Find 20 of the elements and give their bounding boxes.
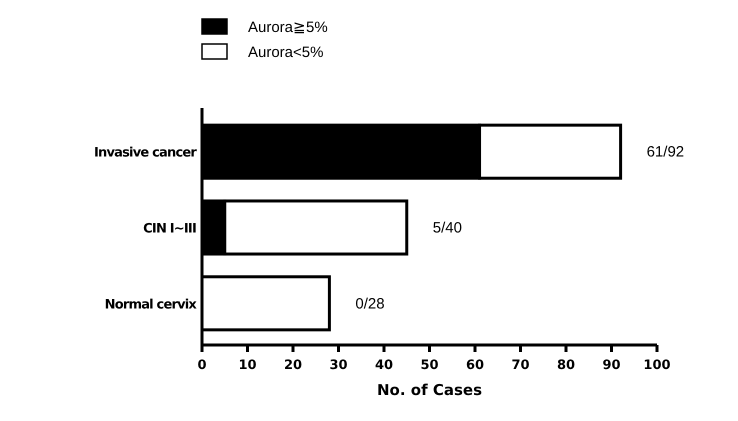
x-tick-label: 90 xyxy=(602,358,621,373)
legend-label: Aurora<5% xyxy=(248,44,324,61)
x-tick-label: 50 xyxy=(420,358,439,373)
x-axis-title: No. of Cases xyxy=(377,381,482,399)
x-tick-label: 100 xyxy=(643,358,671,373)
x-tick-label: 40 xyxy=(374,358,394,373)
x-tick-label: 60 xyxy=(466,358,484,373)
total-label: 5/40 xyxy=(432,220,462,236)
total-label: 61/92 xyxy=(646,144,684,161)
x-tick-label: 80 xyxy=(556,358,576,373)
x-tick-label: 30 xyxy=(329,358,348,373)
legend-label: Aurora≧5% xyxy=(248,19,328,36)
y-tick-label: Invasive cancer xyxy=(94,146,198,161)
x-tick-label: 20 xyxy=(284,358,302,373)
x-tick-label: 10 xyxy=(238,358,257,373)
total-label: 0/28 xyxy=(355,295,385,312)
x-tick-label: 0 xyxy=(197,358,207,373)
y-tick-label: Normal cervix xyxy=(104,297,198,312)
y-tick-label: CIN I~III xyxy=(143,222,196,236)
x-tick-label: 70 xyxy=(511,358,530,373)
